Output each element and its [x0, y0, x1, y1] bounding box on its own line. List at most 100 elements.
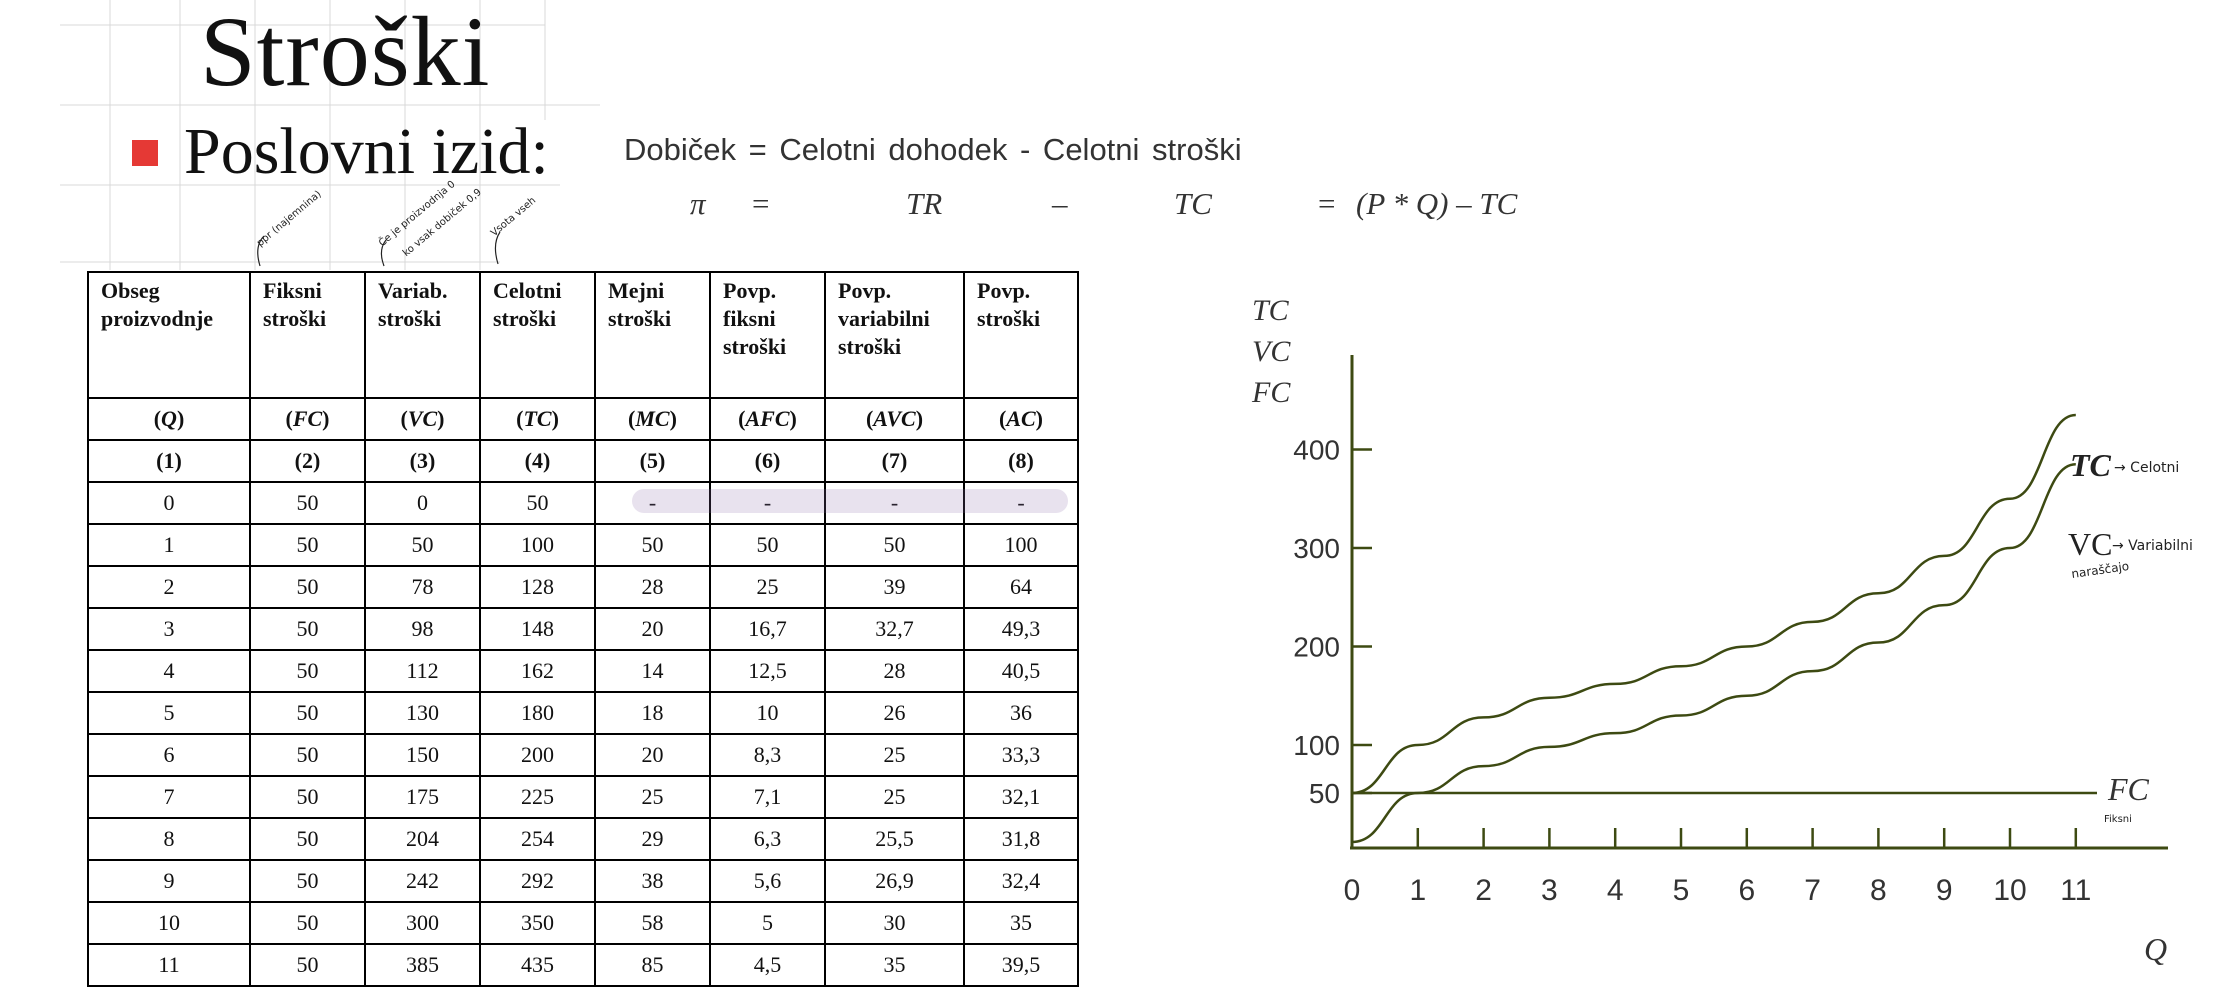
y-tick-label: 200 [1293, 632, 1340, 663]
column-number-cell: (3) [364, 439, 481, 483]
table-cell: 98 [364, 607, 481, 651]
header-cell-line: Celotni [493, 278, 562, 303]
curve-note-vc-2: naraščajo [2070, 559, 2130, 581]
y-tick-label: 50 [1309, 778, 1340, 809]
symbol-cell: (VC) [364, 397, 481, 441]
header-cell-line: stroški [263, 306, 327, 331]
symbol-cell: (FC) [249, 397, 366, 441]
table-cell: 112 [364, 649, 481, 693]
table-cell: 242 [364, 859, 481, 903]
table-cell: 11 [87, 943, 251, 987]
x-tick-label: 9 [1936, 874, 1953, 907]
table-cell: 50 [249, 523, 366, 567]
header-cell: Celotni stroški [479, 271, 596, 399]
symbol-cell: (Q) [87, 397, 251, 441]
table-cell: 38 [594, 859, 711, 903]
table-row: 4 50 112 162 14 12,5 28 40,5 [87, 649, 1079, 693]
symbol-cell: (MC) [594, 397, 711, 441]
table-cell: 50 [249, 775, 366, 819]
column-number-cell: (6) [709, 439, 826, 483]
table-cell: 3 [87, 607, 251, 651]
x-tick-label: 4 [1607, 874, 1624, 907]
bullet-text: Poslovni izid: [184, 115, 549, 188]
curve-label-fc: FC [2107, 771, 2150, 807]
column-number-cell: (5) [594, 439, 711, 483]
symbol-cell: (AVC) [824, 397, 965, 441]
symbol-text: TC [523, 406, 552, 431]
table-cell: 64 [963, 565, 1079, 609]
x-tick-label: 11 [2060, 874, 2091, 907]
header-cell: Povp. fiksni stroški [709, 271, 826, 399]
table-cell: 9 [87, 859, 251, 903]
curve-note-vc: → Variabilni [2112, 538, 2193, 554]
curve-label-tc: TC [2070, 447, 2112, 483]
table-cell: 2 [87, 565, 251, 609]
table-cell: 58 [594, 901, 711, 945]
column-number-cell: (1) [87, 439, 251, 483]
header-cell-line: variabilni [838, 306, 930, 331]
table-cell: - [594, 481, 711, 525]
table-row: 9 50 242 292 38 5,6 26,9 32,4 [87, 859, 1079, 903]
table-cell: 50 [249, 691, 366, 735]
table-cell: 6,3 [709, 817, 826, 861]
table-cell: 26,9 [824, 859, 965, 903]
x-tick-label: 1 [1409, 874, 1426, 907]
cost-table: Obseg proizvodnje Fiksni stroški Variab. stro… [87, 271, 1079, 987]
symbol-row: (Q) (FC) (VC) (TC) (MC) (AFC) (AVC) (AC) [87, 397, 1079, 441]
symbol-cell: (AC) [963, 397, 1079, 441]
header-cell: Variab. stroški [364, 271, 481, 399]
y-axis-label: VC [1252, 335, 1291, 368]
column-number-cell: (2) [249, 439, 366, 483]
table-cell: 148 [479, 607, 596, 651]
formula-tc: TC [1174, 186, 1212, 221]
x-tick-label: 6 [1738, 874, 1755, 907]
curve-note-fc: Fiksni [2104, 814, 2132, 825]
table-cell: 50 [249, 901, 366, 945]
table-cell: 25 [709, 565, 826, 609]
table-cell: 32,1 [963, 775, 1079, 819]
table-cell: 0 [87, 481, 251, 525]
table-cell: 32,4 [963, 859, 1079, 903]
table-cell: 25 [824, 733, 965, 777]
table-cell: 25,5 [824, 817, 965, 861]
table-cell: 225 [479, 775, 596, 819]
table-cell: 10 [709, 691, 826, 735]
table-cell: 300 [364, 901, 481, 945]
table-cell: 50 [249, 943, 366, 987]
table-cell: 8 [87, 817, 251, 861]
table-cell: 29 [594, 817, 711, 861]
table-cell: 7,1 [709, 775, 826, 819]
symbol-text: AFC [745, 406, 790, 431]
table-row: 8 50 204 254 29 6,3 25,5 31,8 [87, 817, 1079, 861]
table-cell: 25 [594, 775, 711, 819]
table-cell: - [824, 481, 965, 525]
x-tick-label: 5 [1673, 874, 1690, 907]
table-cell: 39 [824, 565, 965, 609]
table-cell: 100 [963, 523, 1079, 567]
header-cell-line: stroški [723, 334, 787, 359]
table-row: 0 50 0 50- - - - [87, 481, 1079, 525]
table-cell: 7 [87, 775, 251, 819]
table-row: 2 50 78 128 28 25 39 64 [87, 565, 1079, 609]
slide-title: Stroški [200, 0, 491, 107]
table-cell: 50 [479, 481, 596, 525]
table-cell: 5 [87, 691, 251, 735]
column-number-row: (1) (2) (3) (4) (5) (6) (7) (8) [87, 439, 1079, 483]
header-row: Obseg proizvodnje Fiksni stroški Variab. stro… [87, 271, 1079, 399]
header-cell-line: Obseg [101, 278, 160, 303]
table-cell: 78 [364, 565, 481, 609]
header-cell-line: Povp. [723, 278, 777, 303]
table-cell: 350 [479, 901, 596, 945]
table-cell: 292 [479, 859, 596, 903]
table-cell: 50 [364, 523, 481, 567]
x-tick-label: 10 [1993, 874, 2026, 907]
table-cell: 14 [594, 649, 711, 693]
curve-label-vc: VC [2068, 526, 2112, 562]
table-cell: 32,7 [824, 607, 965, 651]
slide-background-grid [60, 0, 600, 270]
bullet-marker [132, 140, 158, 166]
y-axis-label: TC [1252, 294, 1290, 327]
table-row: 6 50 150 200 20 8,3 25 33,3 [87, 733, 1079, 777]
table-cell: 85 [594, 943, 711, 987]
header-cell-line: stroški [378, 306, 442, 331]
